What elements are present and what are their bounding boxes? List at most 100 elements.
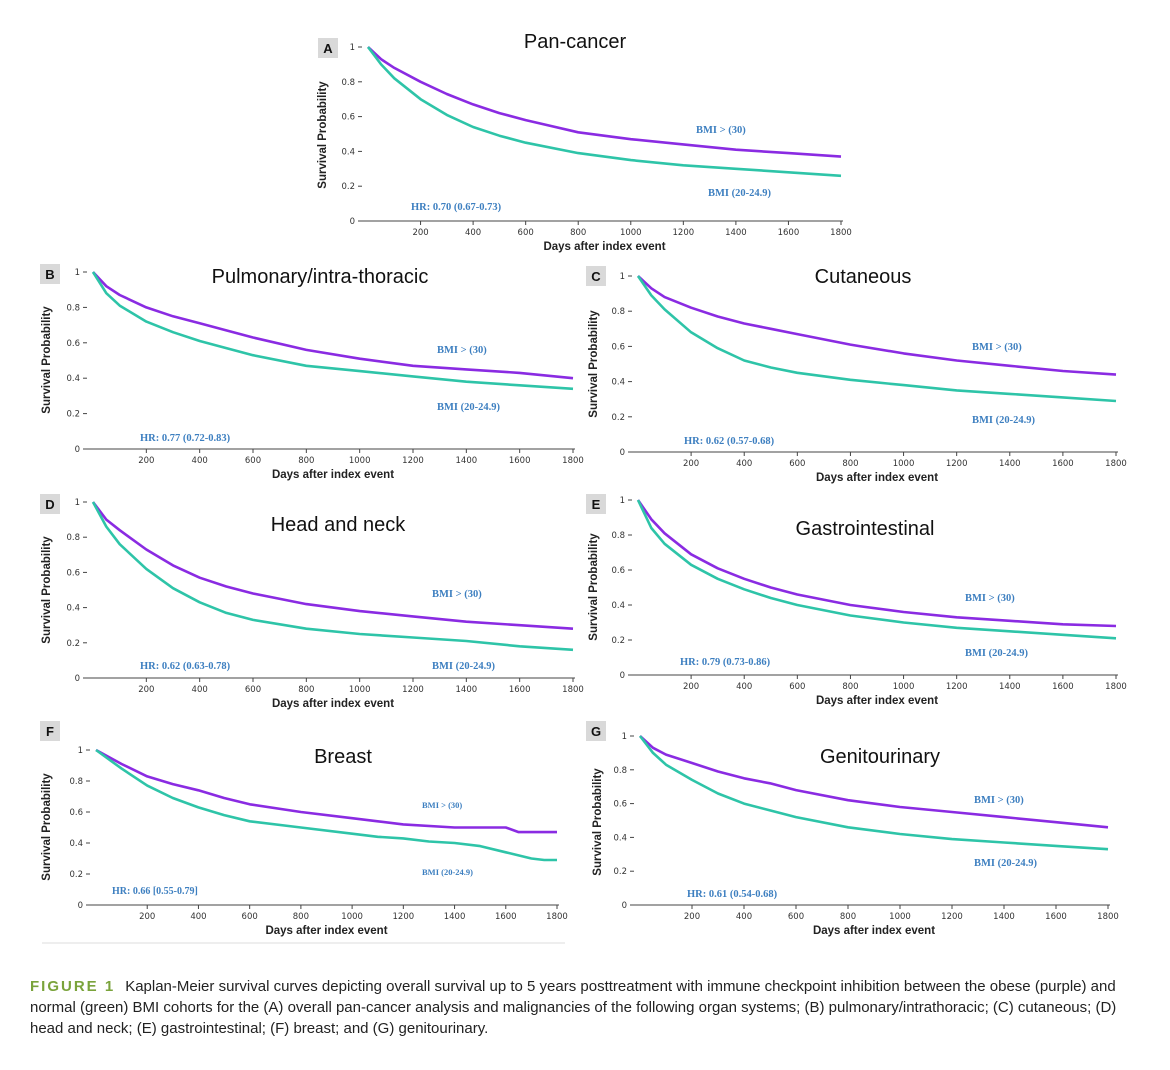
panel-a-letter: A [323,41,333,56]
panel-f-title: Breast [314,746,372,768]
panel-a-x-tick-label: 1600 [778,228,800,238]
panel-c-hazard-ratio: HR: 0.62 (0.57-0.68) [684,436,775,447]
panel-b-y-tick-label: 0 [75,445,80,455]
panel-e-y-tick-label: 0.4 [611,601,625,611]
panel-d-hazard-ratio: HR: 0.62 (0.63-0.78) [140,661,231,672]
panel-c-y-tick-label: 0 [620,448,625,458]
panel-g-x-tick-label: 400 [736,912,752,922]
panel-a-x-tick-label: 1000 [620,228,642,238]
panel-f-y-tick-label: 0 [78,901,83,911]
panel-d-y-axis-title: Survival Probability [41,536,53,644]
panel-c-label-obese: BMI > (30) [972,342,1022,353]
panel-g-hazard-ratio: HR: 0.61 (0.54-0.68) [687,889,778,900]
panel-g-label-normal: BMI (20-24.9) [974,858,1037,869]
panel-f-y-tick-label: 0.8 [69,777,83,787]
panel-c-letter: C [591,269,601,284]
panel-g-x-tick-label: 1400 [993,912,1015,922]
panel-e-letter: E [592,497,601,512]
panel-f-letter-box [40,721,60,741]
panel-f-x-tick-label: 1600 [495,912,517,922]
panel-e-x-tick-label: 1400 [999,682,1021,692]
panel-f-hazard-ratio: HR: 0.66 [0.55-0.79] [112,886,198,897]
panel-c-y-axis-title: Survival Probability [588,310,600,418]
panel-d-y-tick-label: 0.2 [66,639,80,649]
panel-e-y-tick-label: 0.8 [611,531,625,541]
panel-f-label-normal: BMI (20-24.9) [422,867,473,877]
panel-g-series-obese-line [639,735,1109,829]
panel-e-x-tick-label: 1200 [946,682,968,692]
panel-c-x-tick-label: 600 [789,459,805,469]
panel-a-x-tick-label: 1400 [725,228,747,238]
panel-c-y-tick-label: 1 [620,272,625,282]
panel-c-x-tick-label: 200 [683,459,699,469]
panel-f-x-tick-label: 200 [139,912,155,922]
panel-e-x-tick-label: 800 [842,682,858,692]
panel-f-series-obese-line [95,748,557,834]
panel-e-series-normal-line [636,499,1117,640]
panel-e-label-obese: BMI > (30) [965,593,1015,604]
panel-a-y-axis-title: Survival Probability [317,81,329,189]
panel-c-letter-box [586,266,606,286]
panel-b-x-tick-label: 1200 [402,456,424,466]
panel-g-x-tick-label: 200 [684,912,700,922]
panel-g-letter-box [586,721,606,741]
panel-e-x-tick-label: 200 [683,682,699,692]
panel-b-series-obese-line [92,271,574,380]
panel-g-x-tick-label: 1000 [889,912,911,922]
panel-g-y-tick-label: 0 [622,901,627,911]
panel-e-x-tick-label: 1600 [1052,682,1074,692]
panel-e-y-tick-label: 0 [620,671,625,681]
panel-b-x-tick-label: 1600 [509,456,531,466]
panel-a-label-obese: BMI > (30) [696,125,746,136]
panel-g-x-tick-label: 1200 [941,912,963,922]
panel-d-series-normal-line [91,501,574,652]
panel-b-x-tick-label: 400 [192,456,208,466]
panel-f-y-axis-title: Survival Probability [41,773,53,881]
panel-e-y-tick-label: 1 [620,496,625,506]
panel-e-x-tick-label: 1000 [893,682,915,692]
panel-a-y-tick-label: 1 [350,43,355,53]
panel-f-letter: F [46,724,54,739]
panel-g-y-axis-title: Survival Probability [592,768,604,876]
panel-d-y-tick-label: 0.8 [66,533,80,543]
panel-d-label-normal: BMI (20-24.9) [432,661,495,672]
panel-a-x-tick-label: 400 [465,228,481,238]
panel-d-title: Head and neck [271,514,407,536]
panel-c-series-obese-line [637,275,1117,376]
panel-e-series-obese-line [636,499,1117,628]
panel-c-y-tick-label: 0.4 [611,378,625,388]
panel-c-x-tick-label: 1800 [1105,459,1127,469]
panel-d-x-tick-label: 800 [298,685,314,695]
panel-b-x-tick-label: 800 [298,456,314,466]
panel-f-y-tick-label: 1 [78,746,83,756]
panel-b-label-obese: BMI > (30) [437,345,487,356]
panel-g-x-tick-label: 600 [788,912,804,922]
panel-b-x-tick-label: 1800 [562,456,584,466]
panel-b-y-axis-title: Survival Probability [41,306,53,414]
panel-g-letter: G [591,724,601,739]
panel-c-x-axis-title: Days after index event [816,472,938,484]
panel-c-title: Cutaneous [815,266,912,288]
panel-d-x-axis-title: Days after index event [272,698,394,710]
panel-a-x-axis-title: Days after index event [543,241,665,253]
panel-g-label-obese: BMI > (30) [974,795,1024,806]
panel-d-label-obese: BMI > (30) [432,589,482,600]
panel-a-title: Pan-cancer [524,31,627,53]
panel-d-letter: D [45,497,54,512]
panel-b-x-tick-label: 600 [245,456,261,466]
panel-b-title: Pulmonary/intra-thoracic [212,266,429,288]
panel-b-x-tick-label: 1400 [456,456,478,466]
panel-a-series-normal-line [366,46,842,178]
panel-d-x-tick-label: 600 [245,685,261,695]
panel-f-y-tick-label: 0.2 [69,870,83,880]
panel-d-y-tick-label: 1 [75,498,80,508]
panel-d-x-tick-label: 200 [138,685,154,695]
panel-g-x-axis-title: Days after index event [813,925,935,937]
panel-e-x-axis-title: Days after index event [816,695,938,707]
panel-g-x-tick-label: 800 [840,912,856,922]
panel-b-letter-box [40,264,60,284]
figure-label: FIGURE 1 [30,978,116,995]
panel-f-series-normal-line [95,748,557,862]
panel-b-x-tick-label: 1000 [349,456,371,466]
